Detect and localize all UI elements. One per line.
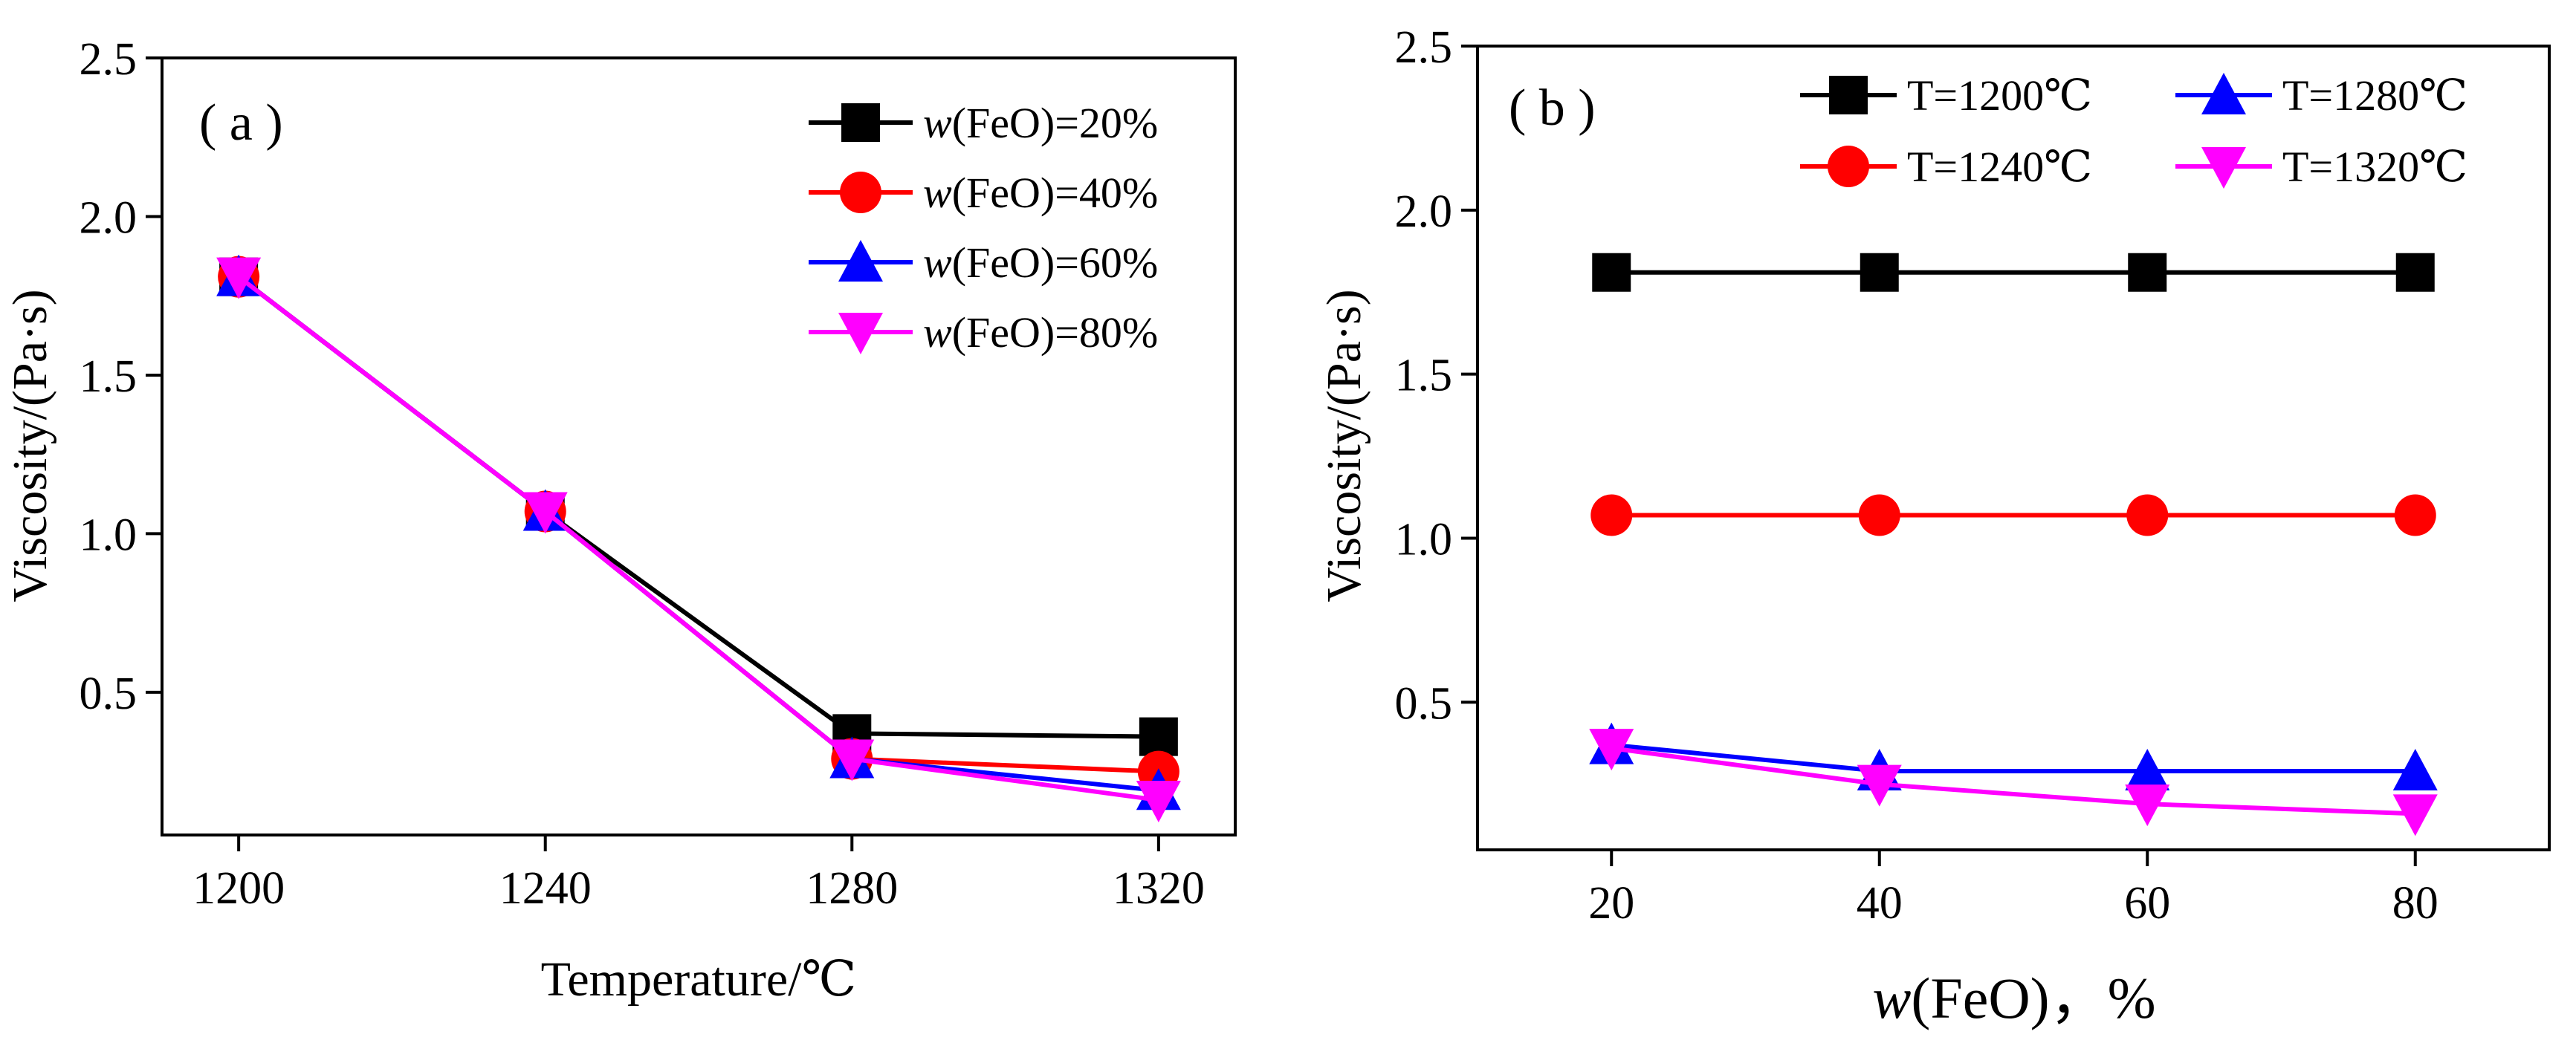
legend-label: w(FeO)=80%: [923, 308, 1158, 357]
legend: T=1200℃ T=1240℃ T=1280℃ T=1320℃: [1800, 71, 2467, 191]
data-point: [216, 257, 262, 299]
y-tick-label: 0.5: [80, 669, 137, 719]
legend-marker: [2201, 73, 2246, 114]
legend-label: w(FeO)=40%: [923, 169, 1158, 217]
legend-item: T=1240℃: [1800, 143, 2092, 191]
data-point: [1857, 764, 1902, 807]
series-3: [216, 257, 1181, 823]
legend-marker: [1828, 146, 1869, 187]
legend-label: w(FeO)=60%: [923, 238, 1158, 287]
x-tick-label: 40: [1857, 878, 1903, 929]
x-axis-title-rest: (FeO)，%: [1911, 966, 2155, 1030]
data-point: [1858, 494, 1900, 536]
legend-label: w(FeO)=20%: [923, 99, 1158, 147]
data-point: [1592, 253, 1631, 292]
y-tick-label: 2.5: [80, 34, 137, 85]
y-tick-label: 1.5: [1395, 351, 1453, 401]
legend-item: w(FeO)=20%: [809, 99, 1158, 147]
legend-item: T=1280℃: [2175, 71, 2467, 120]
y-tick-label: 2.0: [80, 192, 137, 243]
data-point: [2128, 253, 2167, 292]
x-axis-title: w(FeO)，%: [1872, 966, 2155, 1030]
x-axis-title: Temperature/℃: [541, 952, 857, 1007]
plot-frame: [1476, 45, 2551, 851]
y-axis-title: Viscosity/(Pa·s): [3, 289, 57, 602]
legend-label-italic: w: [923, 169, 952, 217]
x-tick-label: 1320: [1113, 863, 1205, 914]
data-point: [522, 492, 568, 534]
legend-label-italic: w: [923, 99, 952, 147]
data-point: [1590, 494, 1633, 536]
data-point: [1860, 253, 1899, 292]
series-0: [1592, 253, 2435, 292]
legend-label-rest: (FeO)=80%: [952, 308, 1159, 357]
x-tick-label: 20: [1588, 878, 1634, 929]
data-point: [2392, 749, 2438, 791]
data-point: [1589, 729, 1634, 771]
legend-item: w(FeO)=60%: [809, 238, 1158, 287]
x-tick-label: 80: [2392, 878, 2439, 929]
series-2: [1589, 722, 2438, 791]
legend-label: T=1280℃: [2282, 71, 2467, 120]
data-point: [1139, 717, 1178, 756]
legend-marker: [840, 172, 881, 213]
legend-label: T=1320℃: [2282, 143, 2467, 191]
y-tick-label: 1.0: [1395, 514, 1453, 565]
series-1: [1590, 494, 2436, 536]
panel-label: ( a ): [199, 94, 283, 152]
legend-marker: [2201, 147, 2246, 189]
data-point: [2126, 494, 2169, 536]
legend-label-italic: w: [923, 308, 952, 357]
legend-item: T=1320℃: [2175, 143, 2467, 191]
legend-marker: [1829, 76, 1868, 114]
legend-label: T=1240℃: [1907, 143, 2092, 191]
x-tick-label: 1240: [499, 863, 592, 914]
panel-label: ( b ): [1509, 79, 1596, 137]
legend-item: T=1200℃: [1800, 71, 2092, 120]
data-point: [2394, 494, 2436, 536]
data-point: [829, 739, 875, 782]
legend: w(FeO)=20%w(FeO)=40%w(FeO)=60%w(FeO)=80%: [809, 99, 1158, 357]
legend-marker: [838, 240, 883, 282]
legend-marker: [841, 103, 880, 142]
x-tick-label: 60: [2124, 878, 2170, 929]
x-axis-title-italic: w: [1872, 966, 1911, 1030]
legend-label-rest: (FeO)=60%: [952, 238, 1159, 287]
chart-panel-b: 20 40 60 80 0.5 1.0 1.5 2.0 2.5 w(FeO)，% Viscosity…: [1317, 22, 2551, 1030]
y-tick-label: 1.5: [80, 351, 137, 402]
legend-item: w(FeO)=80%: [809, 308, 1158, 357]
series-3: [1589, 729, 2438, 836]
data-point: [2395, 253, 2435, 292]
x-tick-label: 1280: [806, 863, 898, 914]
data-point: [2392, 794, 2438, 836]
legend-label-italic: w: [923, 238, 952, 287]
data-point: [2125, 749, 2170, 791]
y-axis-title: Viscosity/(Pa·s): [1317, 289, 1371, 602]
data-point: [1136, 781, 1181, 823]
y-tick-label: 0.5: [1395, 678, 1453, 729]
x-tick-label: 1200: [192, 863, 285, 914]
legend-marker: [838, 313, 883, 354]
chart-panel-a: 1200 1240 1280 1320 0.5 1.0 1.5 2.0 2.5 Temperatu…: [3, 34, 1237, 1007]
y-tick-label: 2.5: [1395, 22, 1453, 73]
legend-label-rest: (FeO)=40%: [952, 169, 1159, 217]
series-line: [237, 275, 1159, 803]
y-tick-label: 1.0: [80, 510, 137, 560]
plot-frame: [161, 56, 1237, 836]
series-line: [1611, 746, 2415, 816]
y-tick-label: 2.0: [1395, 186, 1453, 237]
legend-label-rest: (FeO)=20%: [952, 99, 1159, 147]
legend-item: w(FeO)=40%: [809, 169, 1158, 217]
legend-label: T=1200℃: [1907, 71, 2092, 120]
series-line: [1611, 742, 2415, 774]
data-point: [2125, 784, 2170, 827]
